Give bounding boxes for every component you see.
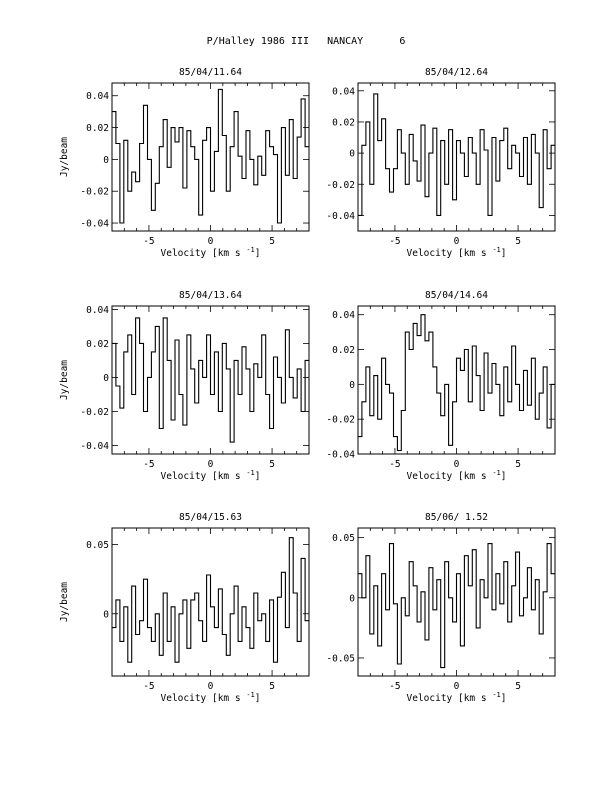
x-tick-label: -5 <box>389 459 400 470</box>
panel-title: 85/06/ 1.52 <box>425 512 488 523</box>
x-tick-label: 0 <box>208 236 214 247</box>
spectrum-panel-3: 85/04/13.64 -5 0 5 -0.04 -0.02 0 0.02 0.04 Veloci… <box>59 290 310 482</box>
y-axis-label: Jy/beam <box>59 137 70 177</box>
y-tick-label: 0.04 <box>86 305 109 316</box>
y-tick-label: 0 <box>349 593 355 604</box>
panel-title: 85/04/11.64 <box>179 67 242 78</box>
x-tick-label: -5 <box>143 681 154 692</box>
y-tick-label: -0.02 <box>80 407 109 418</box>
x-axis-label: Velocity [km s -1] <box>161 469 261 482</box>
x-tick-label: -5 <box>389 236 400 247</box>
spectrum-panel-4: 85/04/14.64 -5 0 5 -0.04 -0.02 0 0.02 0.04 Veloci… <box>326 290 556 482</box>
panel-title: 85/04/12.64 <box>425 67 488 78</box>
y-tick-label: 0 <box>349 380 355 391</box>
spectrum-series-line <box>358 543 555 669</box>
x-tick-label: 5 <box>515 681 521 692</box>
y-tick-label: -0.04 <box>80 219 109 230</box>
x-tick-label: 5 <box>515 236 521 247</box>
x-tick-label: 0 <box>208 459 214 470</box>
y-tick-label: 0.02 <box>332 117 355 128</box>
x-tick-label: 5 <box>269 236 275 247</box>
y-tick-label: -0.05 <box>326 653 355 664</box>
y-tick-label: 0 <box>103 155 109 166</box>
x-tick-label: -5 <box>143 236 154 247</box>
y-tick-label: -0.04 <box>326 211 355 222</box>
page-title: P/Halley 1986 III NANCAY 6 <box>206 36 406 47</box>
x-axis-label: Velocity [km s -1] <box>407 691 507 704</box>
y-tick-label: 0.02 <box>86 123 109 134</box>
x-tick-label: 0 <box>454 681 460 692</box>
y-tick-label: 0.04 <box>332 86 355 97</box>
x-tick-label: -5 <box>143 459 154 470</box>
spectrum-series-line <box>112 317 309 443</box>
y-tick-label: 0.04 <box>332 310 355 321</box>
spectrum-series-line <box>358 93 555 216</box>
y-tick-label: 0.02 <box>86 339 109 350</box>
x-tick-label: 0 <box>454 236 460 247</box>
y-tick-label: -0.02 <box>326 415 355 426</box>
y-tick-label: -0.02 <box>326 180 355 191</box>
x-axis-label: Velocity [km s -1] <box>161 691 261 704</box>
y-tick-label: 0.05 <box>86 540 109 551</box>
y-tick-label: -0.04 <box>80 441 109 452</box>
y-tick-label: 0.05 <box>332 533 355 544</box>
x-axis-label: Velocity [km s -1] <box>407 469 507 482</box>
x-tick-label: 0 <box>208 681 214 692</box>
spectrum-series-line <box>112 537 309 663</box>
y-tick-label: 0.04 <box>86 91 109 102</box>
spectrum-series-line <box>112 88 309 224</box>
y-axis-label: Jy/beam <box>59 582 70 622</box>
x-tick-label: 5 <box>269 681 275 692</box>
spectrum-panel-5: 85/04/15.63 -5 0 5 0 0.05 Velocity [km s -1] Jy… <box>59 512 310 704</box>
x-tick-label: 5 <box>269 459 275 470</box>
y-tick-label: 0 <box>103 373 109 384</box>
y-tick-label: -0.02 <box>80 187 109 198</box>
y-tick-label: -0.04 <box>326 450 355 461</box>
x-tick-label: 5 <box>515 459 521 470</box>
x-axis-label: Velocity [km s -1] <box>407 246 507 259</box>
panel-title: 85/04/14.64 <box>425 290 488 301</box>
panel-title: 85/04/13.64 <box>179 290 242 301</box>
y-tick-label: 0 <box>103 609 109 620</box>
spectrum-panel-6: 85/06/ 1.52 -5 0 5 -0.05 0 0.05 Velocity [km s … <box>326 512 556 704</box>
x-tick-label: -5 <box>389 681 400 692</box>
y-tick-label: 0 <box>349 149 355 160</box>
x-axis-label: Velocity [km s -1] <box>161 246 261 259</box>
spectrum-panel-1: 85/04/11.64 -5 0 5 -0.04 -0.02 0 0.02 0.04 Veloci… <box>59 67 310 259</box>
y-tick-label: 0.02 <box>332 345 355 356</box>
y-axis-label: Jy/beam <box>59 360 70 400</box>
spectrum-panel-2: 85/04/12.64 -5 0 5 -0.04 -0.02 0 0.02 0.04 Veloci… <box>326 67 556 259</box>
x-tick-label: 0 <box>454 459 460 470</box>
spectrum-series-line <box>358 314 555 452</box>
panel-title: 85/04/15.63 <box>179 512 242 523</box>
